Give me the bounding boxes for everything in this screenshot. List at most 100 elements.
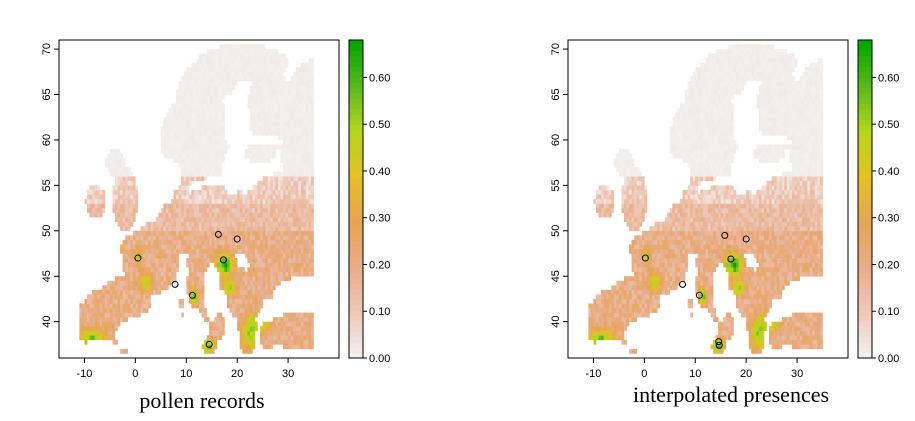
raster-cell: [262, 194, 266, 200]
raster-cell: [232, 53, 235, 59]
raster-cell: [211, 212, 215, 218]
raster-cell: [244, 53, 248, 59]
raster-cell: [283, 321, 286, 327]
raster-cell: [115, 194, 118, 200]
raster-cell: [285, 230, 289, 236]
raster-cell: [280, 126, 284, 132]
raster-cell: [199, 262, 202, 268]
raster-cell: [644, 258, 648, 263]
raster-cell: [107, 158, 111, 163]
raster-cell: [214, 139, 218, 145]
raster-cell: [280, 117, 284, 123]
raster-cell: [629, 158, 632, 163]
raster-cell: [260, 185, 263, 191]
raster-cell: [275, 67, 279, 73]
raster-cell: [186, 130, 190, 136]
raster-cell: [277, 203, 281, 209]
raster-cell: [295, 253, 299, 259]
raster-cell: [311, 135, 314, 141]
raster-cell: [695, 276, 699, 282]
raster-cell: [601, 330, 604, 336]
raster-cell: [303, 194, 307, 200]
raster-cell: [275, 235, 279, 241]
raster-cell: [293, 271, 297, 277]
raster-cell: [662, 244, 666, 250]
raster-cell: [173, 212, 177, 218]
raster-cell: [644, 203, 648, 209]
raster-cell: [239, 326, 243, 332]
raster-cell: [186, 221, 190, 227]
raster-cell: [298, 194, 302, 200]
raster-cell: [677, 121, 681, 127]
raster-cell: [295, 344, 299, 350]
raster-cell: [252, 317, 256, 322]
raster-cell: [295, 244, 299, 250]
raster-cell: [311, 221, 314, 227]
raster-cell: [700, 126, 704, 132]
raster-cell: [216, 258, 220, 263]
raster-cell: [120, 276, 123, 282]
raster-cell: [690, 235, 694, 241]
raster-cell: [277, 89, 281, 95]
raster-cell: [247, 294, 251, 300]
raster-cell: [255, 71, 258, 77]
raster-cell: [624, 276, 627, 282]
raster-cell: [247, 208, 251, 213]
raster-cell: [135, 298, 139, 304]
raster-cell: [216, 135, 220, 141]
raster-cell: [221, 149, 225, 154]
raster-cell: [303, 71, 307, 77]
raster-cell: [232, 67, 235, 73]
raster-cell: [173, 158, 177, 163]
raster-cell: [122, 308, 126, 313]
raster-cell: [186, 226, 190, 232]
raster-cell: [603, 308, 607, 313]
raster-cell: [685, 221, 688, 227]
raster-cell: [132, 267, 136, 272]
raster-cell: [634, 239, 638, 245]
raster-cell: [89, 194, 93, 200]
raster-cell: [270, 85, 274, 91]
raster-cell: [181, 312, 185, 318]
raster-cell: [303, 76, 307, 82]
raster-cell: [102, 330, 106, 336]
raster-cell: [265, 239, 269, 245]
raster-cell: [221, 49, 225, 54]
raster-cell: [229, 203, 233, 209]
raster-cell: [652, 244, 655, 250]
raster-cell: [702, 135, 706, 141]
raster-cell: [260, 289, 263, 295]
raster-cell: [204, 135, 207, 141]
raster-cell: [652, 303, 655, 309]
raster-cell: [636, 289, 640, 295]
raster-cell: [216, 321, 220, 327]
raster-cell: [588, 335, 592, 341]
raster-cell: [649, 239, 653, 245]
raster-cell: [244, 58, 248, 64]
raster-cell: [685, 117, 688, 123]
raster-cell: [201, 103, 205, 109]
raster-cell: [97, 294, 101, 300]
raster-cell: [199, 103, 202, 109]
raster-cell: [176, 221, 179, 227]
raster-cell: [708, 230, 711, 236]
raster-cell: [270, 276, 274, 282]
raster-cell: [216, 85, 220, 91]
raster-cell: [649, 235, 653, 241]
raster-cell: [311, 217, 314, 223]
raster-cell: [652, 294, 655, 300]
raster-cell: [596, 312, 599, 318]
raster-cell: [219, 267, 223, 272]
raster-cell: [603, 203, 607, 209]
raster-cell: [150, 267, 154, 272]
raster-cell: [692, 226, 696, 232]
raster-cell: [221, 321, 225, 327]
raster-cell: [125, 294, 129, 300]
raster-cell: [130, 294, 134, 300]
raster-cell: [178, 121, 182, 127]
raster-cell: [639, 199, 643, 204]
raster-cell: [178, 189, 182, 195]
raster-cell: [219, 208, 223, 213]
raster-cell: [201, 208, 205, 213]
